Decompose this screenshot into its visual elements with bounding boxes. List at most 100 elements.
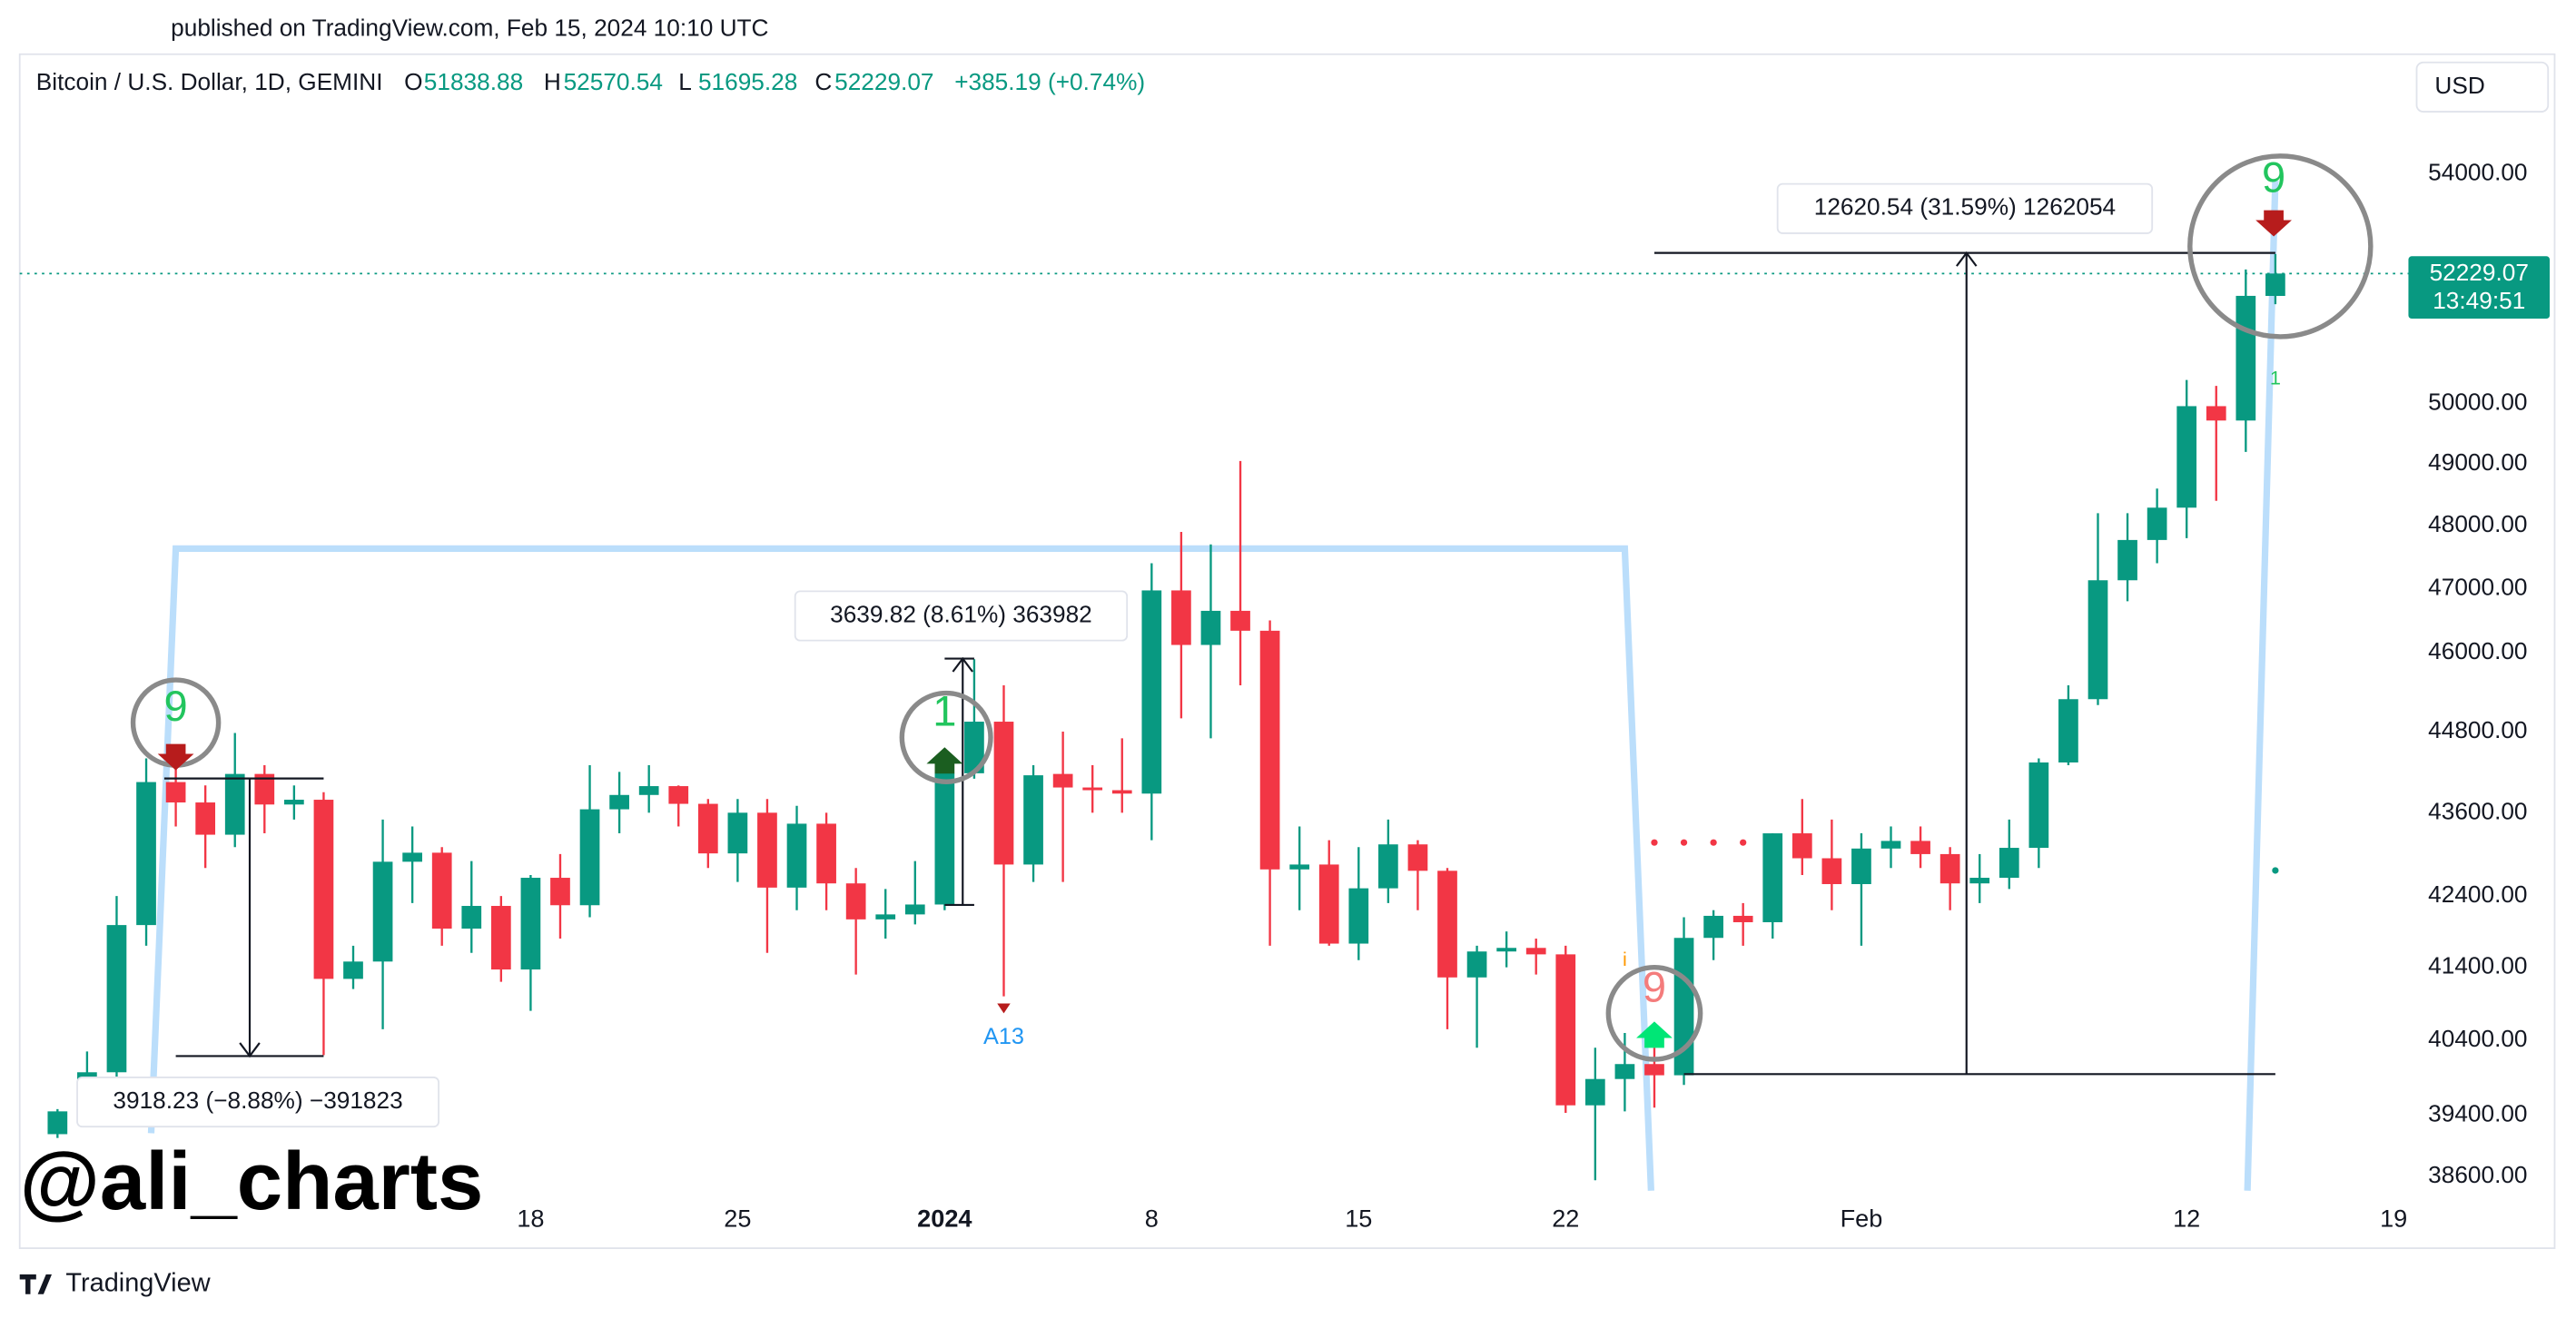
candle-body <box>2087 580 2108 700</box>
candle-body <box>1437 870 1457 978</box>
dot <box>1710 839 1717 846</box>
candle-body <box>875 914 896 920</box>
x-tick-label: 12 <box>2173 1205 2200 1233</box>
candle-body <box>2028 762 2049 849</box>
candle-body <box>2235 295 2256 421</box>
measure-label: 3639.82 (8.61%) 363982 <box>830 600 1092 627</box>
candle-body <box>1732 915 1753 922</box>
candle-body <box>1880 841 1901 849</box>
candle-body <box>2117 539 2137 581</box>
candle-body <box>195 802 216 835</box>
candle-body <box>402 852 422 862</box>
x-tick-label: 18 <box>517 1205 544 1233</box>
candle-body <box>579 809 600 906</box>
candle-body <box>1378 844 1398 889</box>
currency-label: USD <box>2434 72 2484 99</box>
candle-body <box>2176 406 2197 508</box>
candle-body <box>550 878 570 906</box>
candle-body <box>727 812 748 854</box>
currency-button[interactable] <box>2415 61 2550 113</box>
dot <box>1680 839 1688 846</box>
candle-body <box>1318 864 1339 944</box>
candle-body <box>1111 790 1132 794</box>
candle-body <box>786 823 807 888</box>
candle-body <box>1082 787 1103 791</box>
y-tick-label: 48000.00 <box>2428 510 2527 537</box>
published-note: published on TradingView.com, Feb 15, 20… <box>171 15 768 42</box>
candle-body <box>284 800 304 805</box>
y-tick-label: 42400.00 <box>2428 880 2527 908</box>
signal-label: A13 <box>983 1024 1024 1049</box>
last-price-box <box>2408 256 2551 320</box>
arrow-head <box>1956 251 1978 267</box>
measure-box <box>76 1077 439 1128</box>
dot <box>1651 839 1658 846</box>
indicator-line <box>147 545 1654 1191</box>
buy-arrow <box>1636 1021 1673 1048</box>
candle-body <box>1644 1064 1664 1076</box>
candle-body <box>1200 610 1221 645</box>
candle-body <box>1230 610 1250 631</box>
brand: TradingView <box>65 1269 210 1298</box>
measure-label: 12620.54 (31.59%) 1262054 <box>1814 193 2116 221</box>
chart-title: Bitcoin / U.S. Dollar, 1D, GEMINI <box>36 68 383 95</box>
price-change: +385.19 (+0.74%) <box>954 68 1145 95</box>
arrow-head <box>952 656 973 673</box>
candle-body <box>1171 590 1191 645</box>
candle-body <box>520 878 541 970</box>
candle-body <box>106 925 127 1073</box>
y-tick-label: 43600.00 <box>2428 797 2527 824</box>
candle-body <box>1348 888 1369 944</box>
candle-body <box>1614 1064 1635 1079</box>
buy-arrow <box>926 747 963 774</box>
candle-body <box>1466 951 1487 978</box>
candle-body <box>1525 948 1546 955</box>
last-price-tag: 52229.07 13:49:51 <box>2408 256 2551 320</box>
dot <box>2272 867 2279 874</box>
candle-body <box>1703 915 1723 939</box>
candle-body <box>993 722 1014 865</box>
candle-body <box>1851 848 1871 884</box>
candle-body <box>1821 858 1842 884</box>
candle-body <box>1289 864 1310 870</box>
candle-body <box>904 904 925 915</box>
candle-body <box>1407 844 1428 871</box>
candle-body <box>757 812 777 888</box>
candle-body <box>609 794 629 810</box>
resistance-dots <box>1651 839 1747 846</box>
candle-body <box>2147 507 2167 540</box>
td-label: 1 <box>933 686 956 734</box>
sell-arrow <box>2255 210 2292 237</box>
x-tick-label: 2024 <box>917 1205 972 1233</box>
x-tick-label: 25 <box>724 1205 751 1233</box>
candle-body <box>1555 954 1576 1106</box>
highlight-circle <box>2187 153 2374 339</box>
ohlc-label: L <box>678 68 692 95</box>
candle-body <box>313 800 334 979</box>
candle-body <box>490 906 511 970</box>
x-tick-label: 15 <box>1345 1205 1372 1233</box>
ohlc-value: 51695.28 <box>698 68 797 95</box>
candle-body <box>372 861 393 962</box>
ohlc-value: 51838.88 <box>424 68 523 95</box>
td-label: 9 <box>1643 962 1666 1010</box>
candle-body <box>668 786 689 804</box>
last-price-label: 52229.07 <box>2430 259 2529 286</box>
td-label: 9 <box>164 682 188 730</box>
candle-body <box>461 906 482 929</box>
measure-label: 3918.23 (−8.88%) −391823 <box>113 1087 402 1114</box>
candle-body <box>2265 273 2285 297</box>
candle-body <box>697 803 718 854</box>
x-tick-label: 19 <box>2380 1205 2407 1233</box>
indicator-line <box>2244 180 2279 1191</box>
candle-body <box>1999 848 2019 879</box>
candle-body <box>2058 699 2078 762</box>
measure-box <box>1776 182 2154 234</box>
ohlc-label: O <box>404 68 422 95</box>
candle-body <box>1762 833 1783 922</box>
highlight-circle <box>1605 964 1703 1062</box>
candle-body <box>1496 948 1516 952</box>
info-label: i <box>1623 948 1627 970</box>
candle-body <box>224 773 245 835</box>
